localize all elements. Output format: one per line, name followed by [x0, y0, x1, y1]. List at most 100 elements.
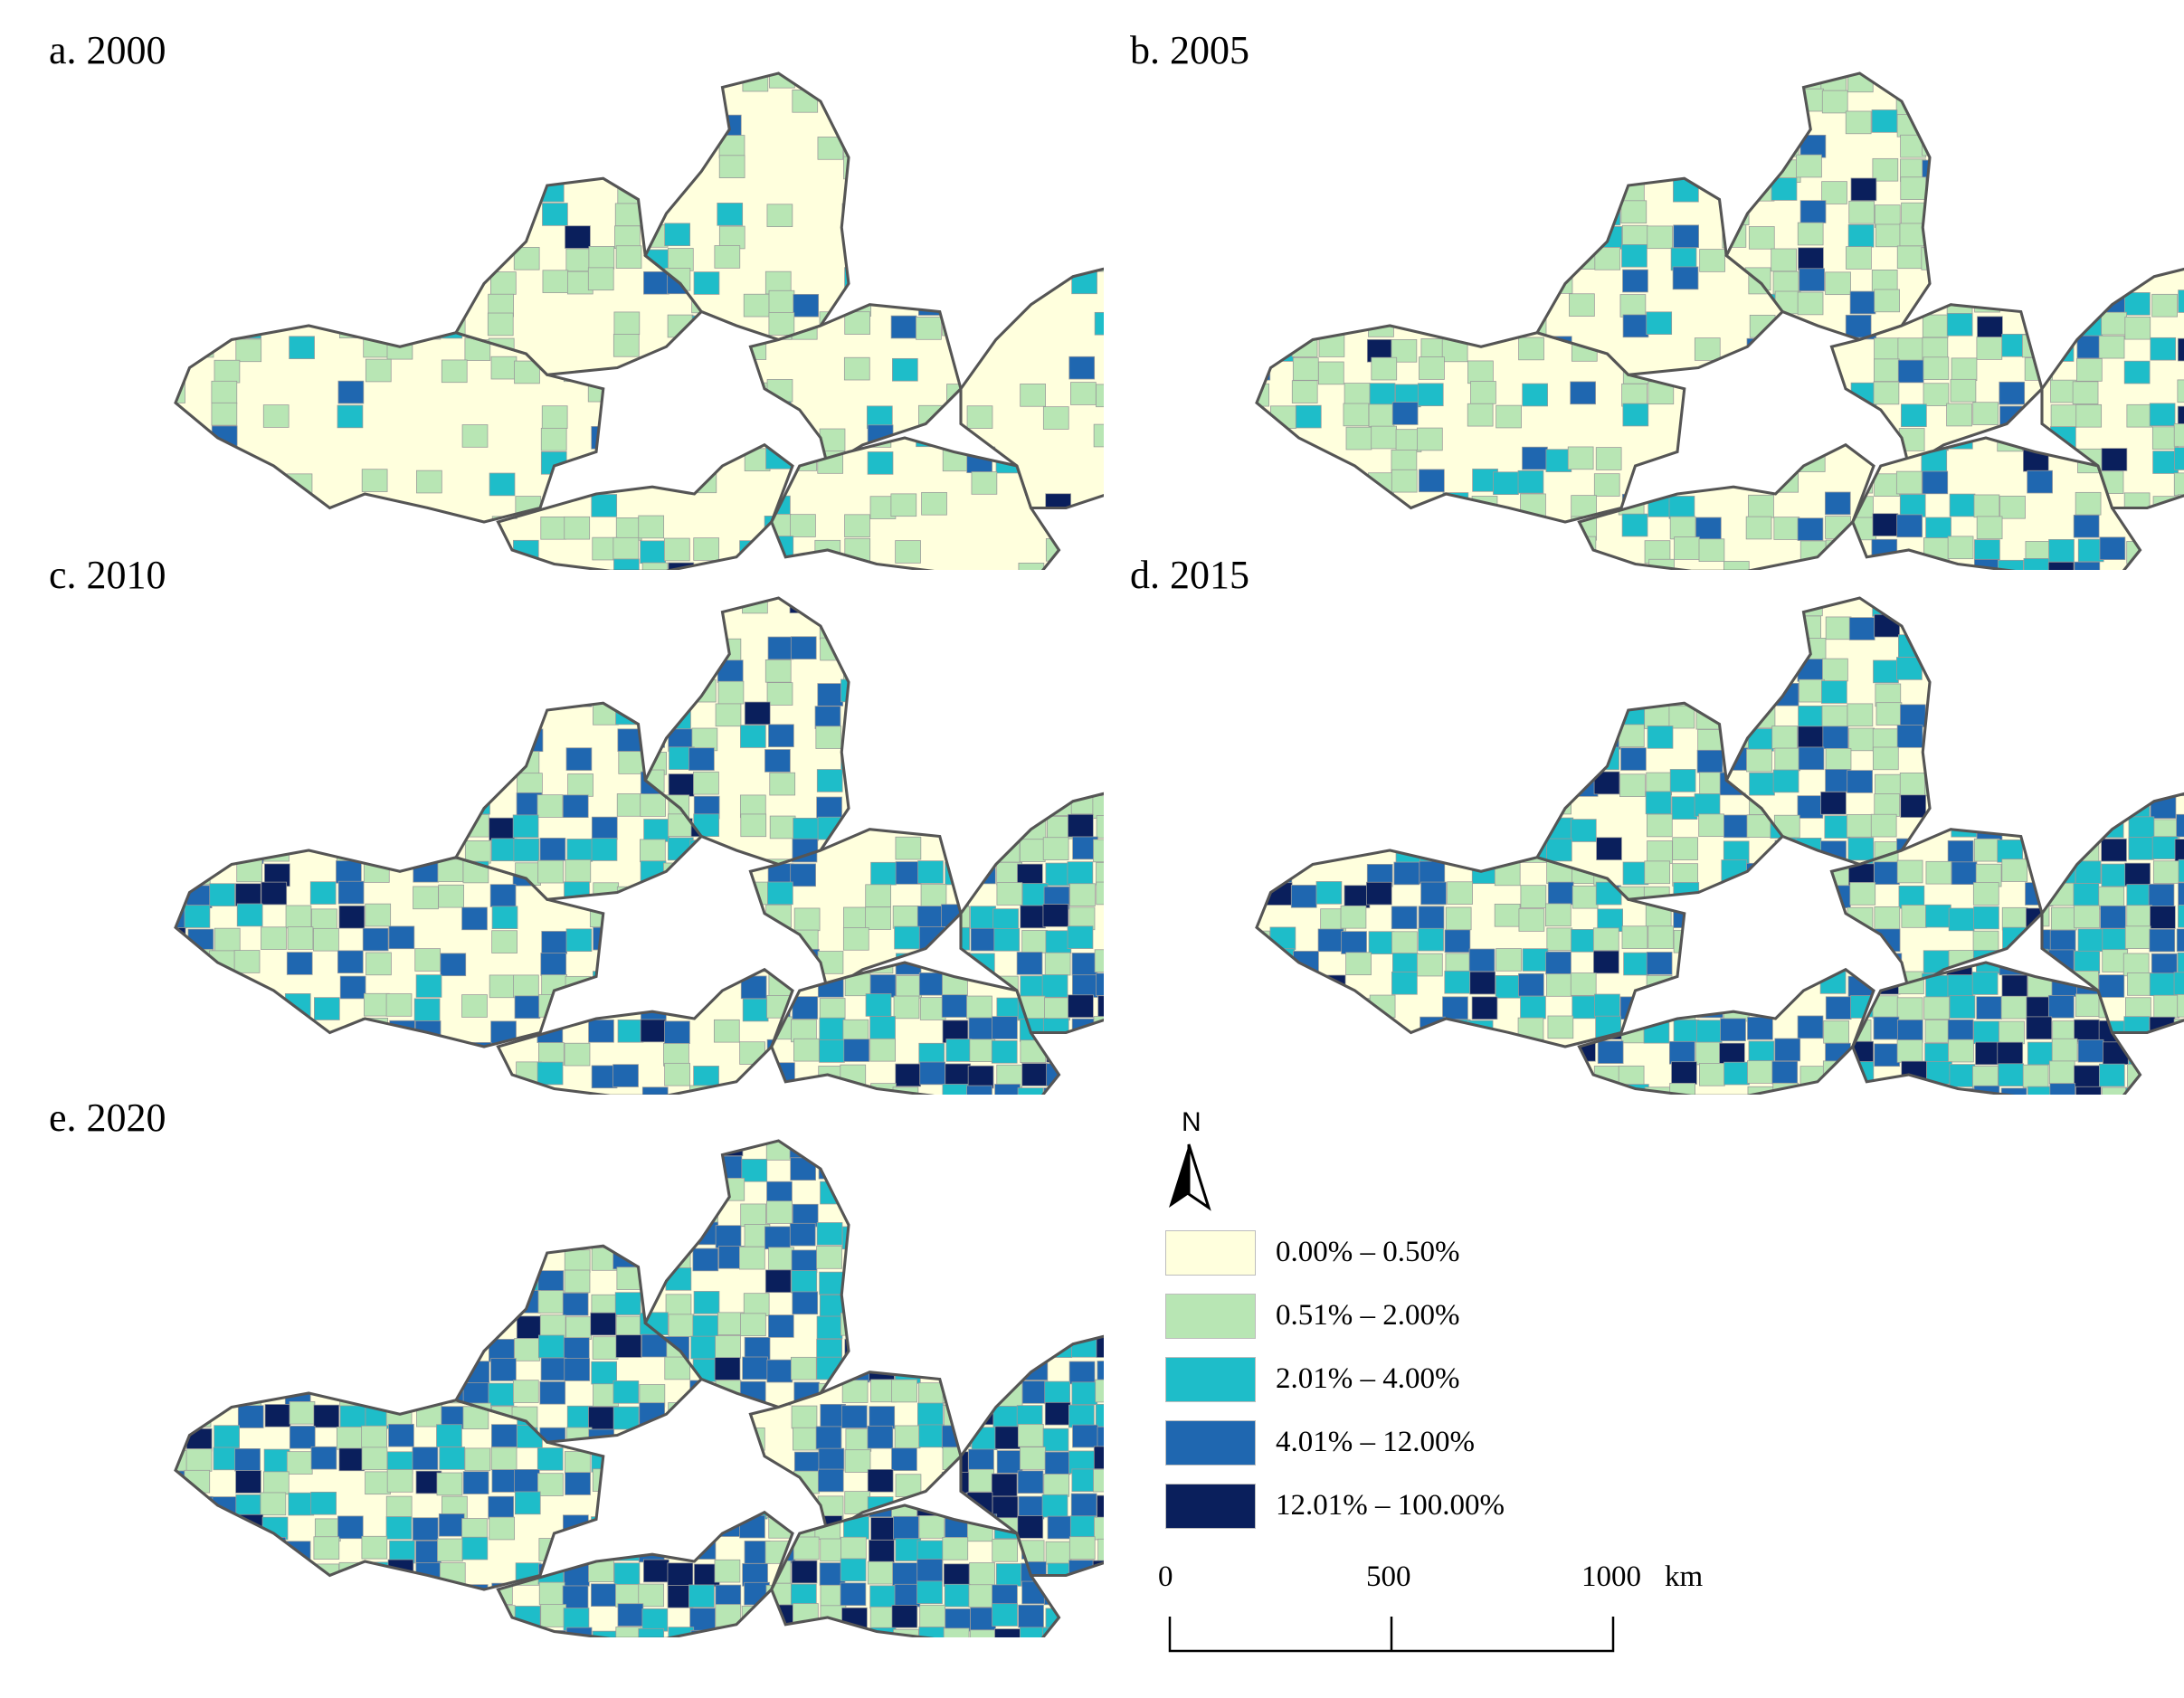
county-cell: [1395, 292, 1420, 315]
county-cell: [1268, 203, 1294, 225]
county-cell: [1671, 155, 1696, 177]
county-cell: [1095, 515, 1104, 537]
county-cell: [1748, 226, 1775, 250]
county-cell: [541, 405, 568, 429]
county-cell: [1022, 112, 1048, 135]
county-cell: [1245, 65, 1270, 88]
county-cell: [619, 380, 644, 403]
county-cell: [566, 113, 592, 136]
county-cell: [867, 92, 892, 115]
county-cell: [2053, 136, 2078, 158]
county-cell: [1696, 405, 1722, 428]
county-cell: [1392, 89, 1418, 111]
county-cell: [1043, 203, 1068, 225]
county-cell: [1293, 115, 1318, 138]
county-cell: [665, 44, 690, 67]
county-cell: [339, 226, 365, 249]
county-cell: [2174, 156, 2184, 178]
county-cell: [2027, 201, 2053, 223]
county-cell: [214, 225, 240, 248]
county-cell: [1950, 155, 1975, 177]
county-cell: [1368, 200, 1393, 223]
county-cell: [365, 223, 390, 245]
county-cell: [2001, 48, 2027, 71]
county-cell: [613, 311, 641, 336]
county-cell: [1293, 471, 1318, 494]
county-cell: [1849, 290, 1876, 315]
county-cell: [539, 44, 565, 67]
county-cell: [210, 449, 235, 471]
county-cell: [389, 294, 414, 317]
county-cell: [1391, 449, 1418, 473]
county-cell: [337, 180, 363, 203]
county-cell: [1469, 112, 1495, 135]
county-cell: [1447, 202, 1472, 224]
county-cell: [489, 472, 516, 497]
county-cell: [714, 245, 741, 269]
county-cell: [388, 314, 413, 337]
county-cell: [1072, 66, 1097, 89]
county-cell: [691, 66, 717, 89]
county-cell: [238, 473, 263, 496]
county-cell: [1469, 293, 1495, 316]
county-cell: [1017, 46, 1042, 69]
county-cell: [1344, 246, 1370, 269]
county-cell: [2025, 91, 2050, 114]
county-cell: [1294, 517, 1319, 540]
county-cell: [1097, 180, 1104, 203]
county-cell: [590, 157, 615, 180]
county-cell: [1444, 203, 1469, 225]
county-cell: [1949, 202, 1974, 224]
county-cell: [2025, 137, 2050, 159]
county-cell: [1949, 88, 1974, 110]
county-cell: [1922, 337, 1949, 361]
county-cell: [1772, 48, 1798, 71]
county-cell: [643, 449, 669, 471]
county-cell: [1022, 159, 1048, 182]
county-cell: [2023, 248, 2048, 270]
county-cell: [566, 137, 592, 159]
county-cell: [841, 45, 867, 68]
county-cell: [1270, 157, 1296, 179]
county-cell: [1293, 446, 1319, 470]
county-cell: [894, 270, 919, 292]
county-cell: [163, 497, 188, 519]
county-cell: [1947, 203, 1972, 225]
county-cell: [2179, 181, 2184, 204]
county-cell: [340, 137, 366, 159]
county-cell: [1770, 133, 1795, 156]
county-cell: [1291, 291, 1316, 314]
county-cell: [1470, 136, 1496, 158]
county-cell: [1493, 69, 1518, 91]
county-cell: [187, 314, 213, 337]
county-cell: [1494, 136, 1519, 158]
county-cell: [162, 177, 187, 200]
county-cell: [1292, 201, 1317, 223]
county-cell: [1093, 157, 1104, 179]
county-cell: [1293, 67, 1318, 90]
county-cell: [1951, 136, 1977, 158]
county-cell: [1595, 447, 1622, 470]
county-cell: [1846, 246, 1872, 270]
county-cell: [212, 93, 237, 116]
county-cell: [186, 159, 212, 182]
county-cell: [1368, 403, 1395, 428]
county-cell: [566, 470, 592, 492]
county-cell: [896, 69, 921, 91]
map-layer: [1245, 48, 2184, 570]
county-cell: [1268, 135, 1294, 157]
county-cell: [892, 158, 917, 181]
county-cell: [1497, 180, 1523, 203]
county-cell: [2075, 205, 2101, 228]
county-cell: [1019, 223, 1044, 246]
county-cell: [235, 223, 261, 245]
county-cell: [867, 157, 892, 179]
county-cell: [386, 269, 412, 291]
county-cell: [1926, 200, 1951, 223]
county-cell: [945, 202, 971, 224]
county-cell: [1043, 227, 1068, 250]
county-cell: [2052, 111, 2077, 134]
county-cell: [466, 155, 491, 177]
county-cell: [516, 113, 541, 136]
county-cell: [1396, 202, 1421, 224]
